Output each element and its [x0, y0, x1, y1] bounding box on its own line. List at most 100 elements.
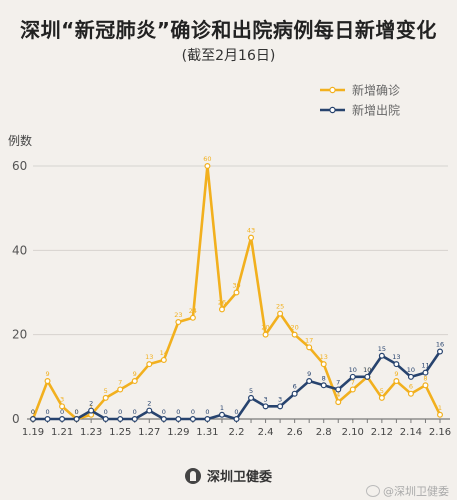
data-label: 9 [394, 370, 398, 378]
data-point [233, 289, 240, 296]
data-label: 17 [305, 336, 313, 344]
data-label: 0 [234, 408, 238, 416]
data-point [233, 416, 240, 423]
data-point [320, 361, 327, 368]
y-tick-label: 20 [12, 328, 27, 342]
y-tick-label: 40 [12, 243, 27, 257]
data-label: 0 [75, 408, 79, 416]
data-point [291, 390, 298, 397]
data-label: 0 [31, 408, 35, 416]
data-point [349, 386, 356, 393]
data-point [131, 416, 138, 423]
data-point [59, 403, 66, 410]
data-point [393, 361, 400, 368]
data-point [277, 403, 284, 410]
data-point [218, 306, 225, 313]
y-tick-label: 60 [12, 159, 27, 173]
x-tick-label: 1.27 [138, 427, 160, 438]
data-label: 1 [220, 404, 224, 412]
data-label: 4 [336, 391, 340, 399]
data-point [30, 416, 37, 423]
weibo-watermark: @深圳卫健委 [366, 483, 449, 499]
data-label: 0 [176, 408, 180, 416]
data-point [102, 394, 109, 401]
y-axis-label: 例数 [8, 133, 32, 148]
data-label: 10 [349, 366, 357, 374]
y-tick-label: 0 [12, 412, 20, 426]
data-point [437, 411, 444, 418]
data-label: 0 [191, 408, 195, 416]
data-point [277, 310, 284, 317]
data-point [262, 403, 269, 410]
data-point [117, 416, 124, 423]
data-point [262, 331, 269, 338]
x-tick-label: 2.6 [287, 427, 303, 438]
data-label: 15 [378, 345, 386, 353]
data-label: 23 [174, 311, 182, 319]
data-label: 60 [203, 155, 211, 163]
data-point [189, 416, 196, 423]
data-point [88, 407, 95, 414]
data-point [378, 394, 385, 401]
legend-marker [329, 106, 336, 114]
footer-logo-text: 深圳卫健委 [206, 470, 272, 485]
data-label: 10 [407, 366, 415, 374]
data-point [160, 356, 167, 363]
data-label: 6 [409, 383, 413, 391]
data-point [335, 399, 342, 406]
data-label: 26 [218, 298, 226, 306]
data-label: 11 [421, 362, 429, 370]
data-point [335, 386, 342, 393]
data-point [73, 416, 80, 423]
data-point [407, 373, 414, 380]
data-label: 8 [423, 374, 427, 382]
x-tick-label: 2.14 [400, 427, 422, 438]
data-point [160, 416, 167, 423]
x-tick-label: 2.8 [316, 427, 332, 438]
data-point [59, 416, 66, 423]
data-label: 10 [363, 366, 371, 374]
data-point [175, 416, 182, 423]
legend-label: 新增出院 [352, 103, 400, 118]
data-point [189, 314, 196, 321]
data-label: 0 [31, 408, 35, 416]
data-label: 7 [336, 378, 340, 386]
data-point [378, 352, 385, 359]
data-label: 3 [60, 395, 64, 403]
data-label: 20 [291, 324, 299, 332]
data-point [117, 386, 124, 393]
data-label: 8 [322, 374, 326, 382]
data-label: 3 [264, 395, 268, 403]
data-label: 43 [247, 227, 255, 235]
data-label: 0 [118, 408, 122, 416]
data-label: 20 [261, 324, 269, 332]
weibo-icon [366, 485, 380, 497]
data-label: 6 [293, 383, 297, 391]
data-label: 5 [104, 387, 108, 395]
data-label: 5 [249, 387, 253, 395]
watermark-text: @深圳卫健委 [383, 485, 449, 498]
data-point [320, 382, 327, 389]
x-tick-label: 1.21 [51, 427, 73, 438]
data-label: 7 [351, 378, 355, 386]
legend-marker [329, 86, 336, 94]
data-point [102, 416, 109, 423]
chart-title: 深圳“新冠肺炎”确诊和出院病例每日新增变化 [20, 18, 437, 42]
data-label: 0 [205, 408, 209, 416]
data-label: 1 [438, 404, 442, 412]
data-label: 10 [363, 366, 371, 374]
data-point [175, 319, 182, 326]
data-label: 13 [145, 353, 153, 361]
data-label: 25 [276, 303, 284, 311]
data-label: 16 [436, 341, 444, 349]
data-label: 5 [380, 387, 384, 395]
data-point [146, 407, 153, 414]
x-tick-label: 2.2 [229, 427, 245, 438]
x-tick-label: 2.12 [371, 427, 393, 438]
data-label: 0 [60, 408, 64, 416]
data-point [44, 416, 51, 423]
data-label: 0 [45, 408, 49, 416]
data-label: 0 [75, 408, 79, 416]
data-label: 9 [133, 370, 137, 378]
